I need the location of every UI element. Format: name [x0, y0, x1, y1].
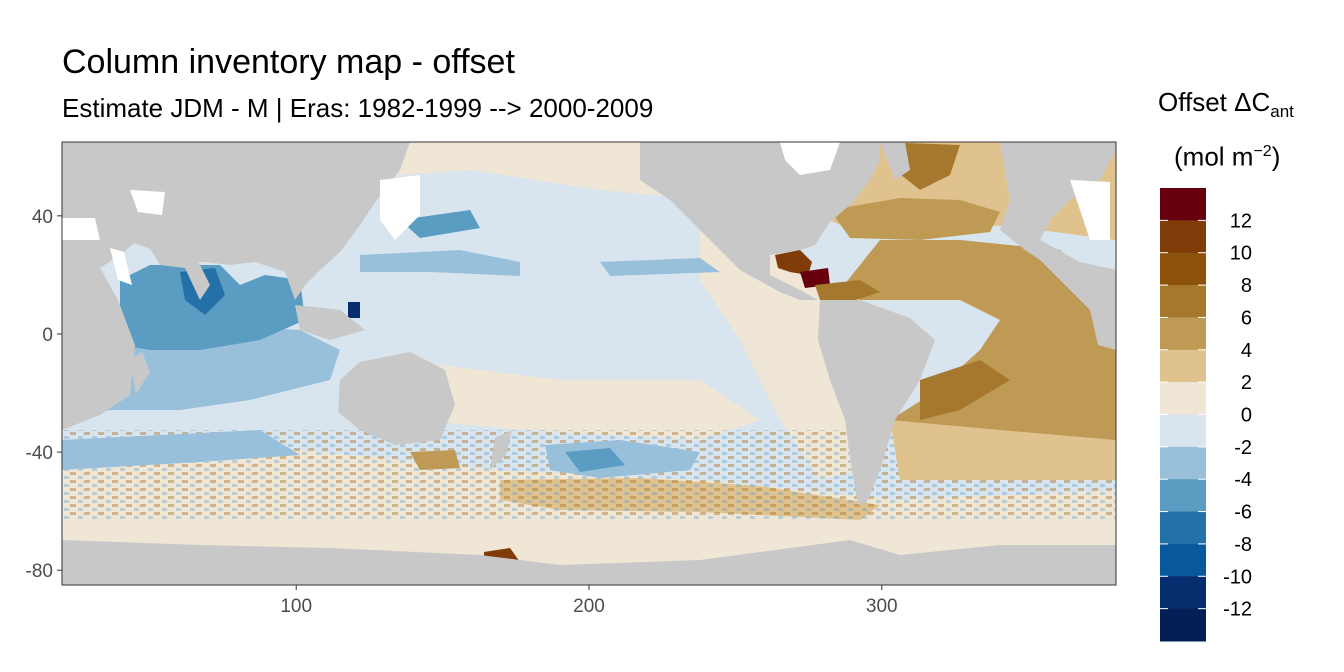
legend-label: 0 — [1241, 405, 1252, 427]
legend-label: -4 — [1234, 469, 1252, 491]
legend-title-sub: ant — [1270, 102, 1294, 122]
legend-swatch — [1160, 220, 1206, 254]
gulf-of-mexico — [775, 250, 812, 275]
baltic-sea — [1070, 180, 1110, 240]
legend-swatch — [1160, 414, 1206, 448]
legend-labels: 12 10 8 6 4 2 0 -2 -4 -6 -8 -10 -12 — [1160, 210, 1252, 621]
legend-unit-suffix: ) — [1271, 141, 1281, 172]
legend-swatch — [1160, 317, 1206, 351]
x-tick-label: 300 — [866, 596, 898, 617]
map-panel — [62, 142, 1116, 585]
x-axis: 100 200 300 — [280, 585, 898, 617]
chart-subtitle: Estimate JDM - M | Eras: 1982-1999 --> 2… — [62, 93, 654, 123]
north-pacific-streak-2 — [600, 258, 720, 276]
y-tick-label: -40 — [26, 443, 53, 464]
legend-label: 4 — [1241, 340, 1252, 362]
legend-title: Offset ΔCant — [1158, 86, 1328, 128]
legend-label: -8 — [1234, 534, 1252, 556]
legend-label: -6 — [1234, 502, 1252, 524]
greenland — [880, 142, 910, 180]
legend-title-main: Offset ΔC — [1158, 87, 1271, 117]
africa — [62, 142, 140, 430]
legend-swatch — [1160, 543, 1206, 577]
north-america — [640, 142, 880, 300]
south-indian-light — [62, 430, 300, 470]
legend-swatch — [1160, 188, 1206, 221]
legend-label: 10 — [1230, 243, 1252, 265]
atlantic-main — [840, 240, 1116, 470]
legend-swatch — [1160, 446, 1206, 480]
y-axis: 40 0 -40 -80 — [26, 207, 62, 582]
madagascar — [130, 352, 150, 394]
antarctica — [62, 540, 1116, 585]
legend-swatch — [1160, 608, 1206, 642]
north-atlantic-gold — [830, 198, 1000, 240]
eurasia — [62, 142, 410, 300]
south-atlantic-tan — [890, 420, 1116, 480]
legend-label: -10 — [1223, 566, 1252, 588]
legend-unit-sup: −2 — [1253, 143, 1272, 160]
indonesia — [295, 305, 365, 340]
north-pacific-streak — [360, 250, 520, 276]
caribbean-dark — [800, 268, 830, 288]
legend-swatch — [1160, 252, 1206, 286]
x-tick-label: 200 — [573, 596, 605, 617]
black-sea — [62, 218, 100, 240]
legend-label: -2 — [1234, 437, 1252, 459]
legend-swatch — [1160, 382, 1206, 415]
south-pacific-mid-patch — [565, 448, 625, 472]
tasman-patch — [410, 450, 460, 470]
indonesia-blue-spot — [348, 302, 360, 318]
caspian-sea — [130, 190, 165, 215]
sea-of-okhotsk — [380, 175, 420, 240]
east-pacific-band — [700, 210, 860, 480]
red-sea — [110, 248, 132, 285]
legend-swatch — [1160, 479, 1206, 513]
legend-unit: (mol m−2) — [1174, 136, 1344, 173]
legend-swatch — [1160, 349, 1206, 383]
legend-swatch — [1160, 511, 1206, 545]
new-zealand — [490, 430, 512, 470]
missing-data — [62, 142, 1110, 285]
australia — [338, 352, 455, 445]
legend-label: 8 — [1241, 275, 1252, 297]
legend-label: 12 — [1230, 210, 1252, 232]
legend-swatch — [1160, 576, 1206, 610]
kuroshio-streak — [400, 210, 480, 238]
legend-label: 6 — [1241, 307, 1252, 329]
legend-label: -12 — [1223, 599, 1252, 621]
x-tick-label: 100 — [280, 596, 312, 617]
south-atlantic-dark — [920, 360, 1010, 420]
legend-colorbar — [1160, 188, 1206, 642]
legend-unit-prefix: (mol m — [1174, 141, 1254, 172]
arabia-india — [150, 248, 210, 300]
chart-title: Column inventory map - offset — [62, 43, 515, 81]
y-tick-label: 40 — [32, 207, 53, 228]
legend-label: 2 — [1241, 372, 1252, 394]
south-america — [818, 300, 935, 505]
legend-swatch — [1160, 285, 1206, 318]
hudson-bay — [780, 142, 840, 175]
europe-africa-east — [1000, 142, 1116, 350]
y-tick-label: 0 — [42, 325, 53, 346]
y-tick-label: -80 — [26, 561, 53, 582]
caribbean-sea — [815, 280, 880, 302]
south-pacific-beige — [400, 360, 760, 440]
land — [62, 142, 1116, 585]
